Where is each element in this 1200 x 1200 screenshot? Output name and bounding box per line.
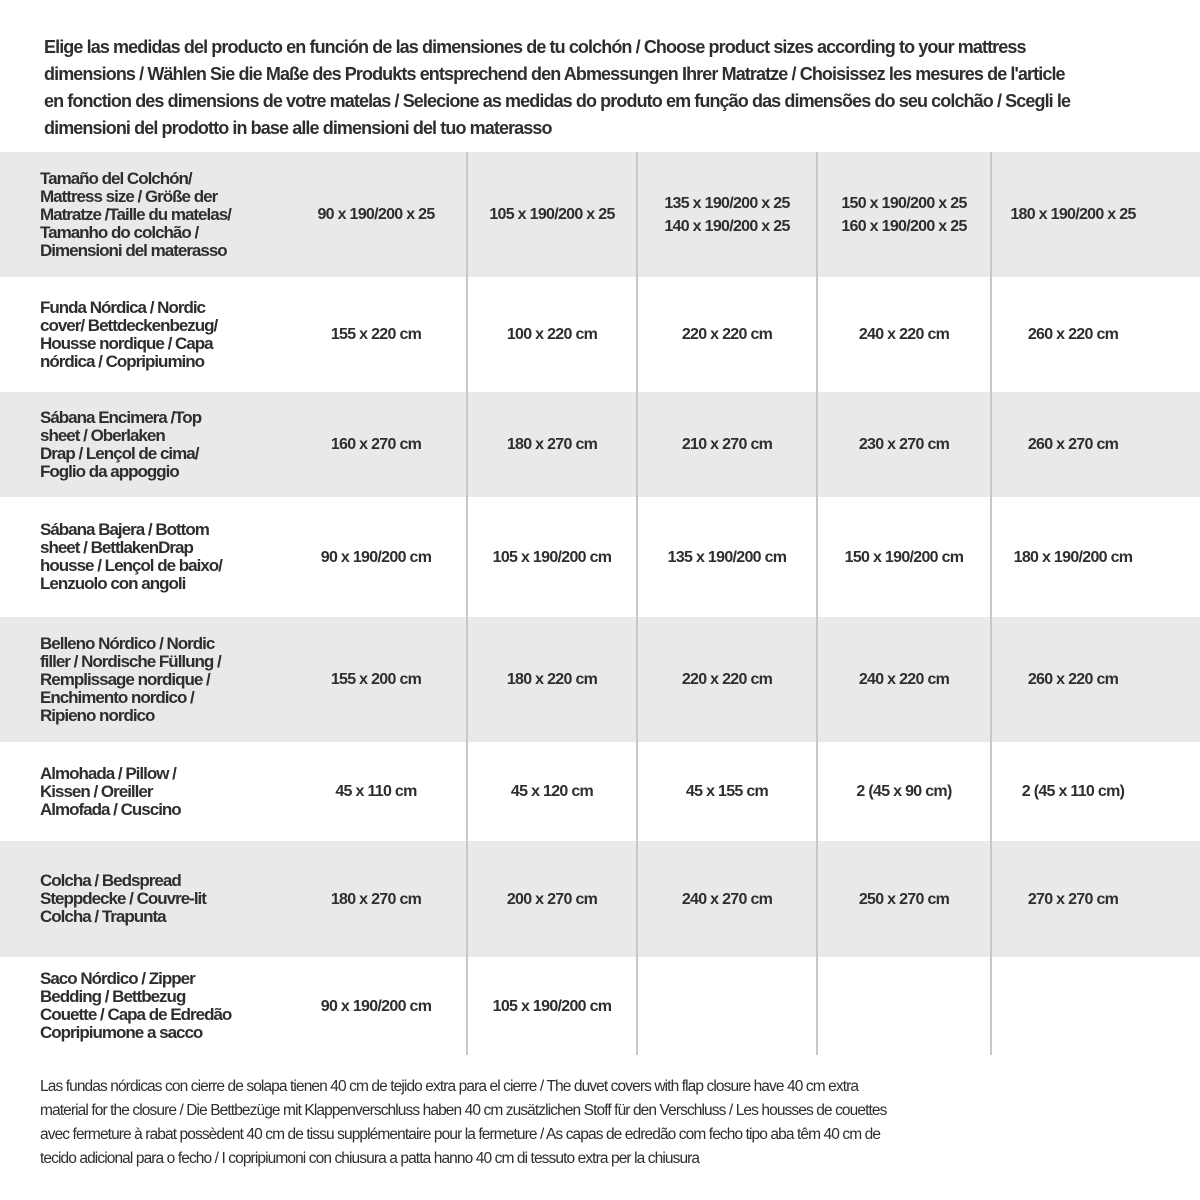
table-cell	[637, 957, 817, 1055]
table-cell: 105 x 190/200 cm	[492, 997, 612, 1015]
table-cell: 260 x 270 cm	[1027, 436, 1119, 453]
table-row-pillow: Almohada / Pillow / Kissen / Oreiller Al…	[0, 742, 1200, 841]
row-label: Almohada / Pillow / Kissen / Oreiller Al…	[40, 763, 182, 819]
table-cell: 2 (45 x 90 cm)	[856, 783, 952, 800]
table-cell	[991, 957, 1155, 1055]
row-label: Belleno Nórdico / Nordic filler / Nordis…	[40, 633, 222, 725]
row-label: Colcha / Bedspread Steppdecke / Couvre-l…	[40, 871, 207, 926]
table-cell: 270 x 270 cm	[1027, 890, 1119, 908]
table-cell: 180 x 220 cm	[506, 671, 598, 688]
table-cell: 230 x 270 cm	[858, 436, 950, 453]
column-divider	[636, 152, 638, 1055]
table-cell: 150 x 190/200 x 25 160 x 190/200 x 25	[841, 194, 967, 235]
table-cell	[817, 957, 991, 1055]
table-row-bottom-sheet: Sábana Bajera / Bottom sheet / Bettlaken…	[0, 497, 1200, 617]
column-divider	[816, 152, 818, 1055]
column-divider	[466, 152, 468, 1055]
table-cell: 160 x 270 cm	[330, 436, 422, 453]
table-cell: 155 x 220 cm	[330, 326, 422, 343]
table-cell: 2 (45 x 110 cm)	[1021, 783, 1125, 800]
table-cell: 155 x 200 cm	[330, 671, 422, 688]
table-cell: 45 x 120 cm	[510, 783, 594, 800]
table-cell: 220 x 220 cm	[681, 326, 773, 343]
table-row-mattress-size: Tamaño del Colchón/ Mattress size / Größ…	[0, 152, 1200, 277]
size-table: Tamaño del Colchón/ Mattress size / Größ…	[0, 152, 1200, 1055]
table-cell: 105 x 190/200 x 25	[489, 206, 615, 223]
row-label: Saco Nórdico / Zipper Bedding / Bettbezu…	[40, 969, 232, 1042]
table-cell: 100 x 220 cm	[506, 326, 598, 343]
table-cell: 180 x 270 cm	[330, 890, 422, 908]
table-cell: 150 x 190/200 cm	[844, 548, 964, 566]
column-divider	[990, 152, 992, 1055]
table-cell: 135 x 190/200 x 25 140 x 190/200 x 25	[664, 194, 790, 235]
table-row-zipper-bedding: Saco Nórdico / Zipper Bedding / Bettbezu…	[0, 957, 1200, 1055]
footnote: Las fundas nórdicas con cierre de solapa…	[40, 1078, 887, 1167]
table-cell: 240 x 270 cm	[681, 890, 773, 908]
table-row-duvet-cover: Funda Nórdica / Nordic cover/ Bettdecken…	[0, 277, 1200, 392]
intro-text: Elige las medidas del producto en funció…	[44, 37, 1071, 138]
table-cell: 45 x 110 cm	[335, 783, 417, 800]
table-row-bedspread: Colcha / Bedspread Steppdecke / Couvre-l…	[0, 841, 1200, 957]
table-cell: 220 x 220 cm	[681, 671, 773, 688]
table-cell: 180 x 190/200 x 25	[1010, 206, 1136, 223]
table-cell: 180 x 190/200 cm	[1013, 548, 1133, 566]
table-cell: 90 x 190/200 cm	[320, 548, 432, 566]
table-cell: 260 x 220 cm	[1027, 326, 1119, 343]
row-label: Sábana Encimera /Top sheet / Oberlaken D…	[40, 407, 202, 481]
table-cell: 105 x 190/200 cm	[492, 548, 612, 566]
table-row-filler: Belleno Nórdico / Nordic filler / Nordis…	[0, 617, 1200, 742]
table-cell: 240 x 220 cm	[858, 671, 950, 688]
table-cell: 240 x 220 cm	[858, 326, 950, 343]
table-cell: 200 x 270 cm	[506, 890, 598, 908]
table-cell: 250 x 270 cm	[858, 890, 950, 908]
table-cell: 135 x 190/200 cm	[667, 548, 787, 566]
table-cell: 210 x 270 cm	[681, 436, 773, 453]
table-cell: 180 x 270 cm	[506, 436, 598, 453]
table-cell: 90 x 190/200 cm	[320, 997, 432, 1015]
table-row-top-sheet: Sábana Encimera /Top sheet / Oberlaken D…	[0, 392, 1200, 497]
table-cell: 90 x 190/200 x 25	[317, 206, 435, 223]
row-label: Funda Nórdica / Nordic cover/ Bettdecken…	[40, 297, 218, 371]
table-cell: 45 x 155 cm	[685, 783, 769, 800]
row-label: Tamaño del Colchón/ Mattress size / Größ…	[40, 168, 232, 260]
row-label: Sábana Bajera / Bottom sheet / Bettlaken…	[40, 520, 223, 593]
table-cell: 260 x 220 cm	[1027, 671, 1119, 688]
